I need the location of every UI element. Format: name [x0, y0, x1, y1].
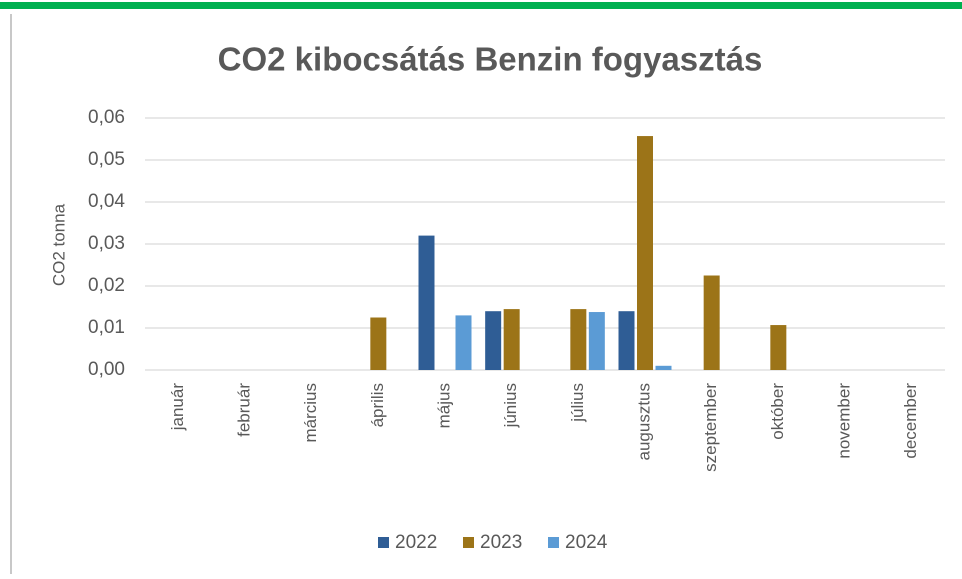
legend-swatch — [548, 537, 559, 548]
y-tick-label: 0,01 — [88, 317, 125, 338]
legend-swatch — [463, 537, 474, 548]
y-tick-label: 0,04 — [88, 191, 125, 212]
x-tick-label: augusztus — [634, 383, 653, 461]
y-tick-label: 0,05 — [88, 149, 125, 170]
x-tick-label: szeptember — [701, 383, 720, 472]
legend-swatch — [378, 537, 389, 548]
y-tick-label: 0,00 — [88, 359, 125, 380]
legend-label: 2024 — [565, 532, 608, 553]
y-tick-label: 0,03 — [88, 233, 125, 254]
x-tick-label: december — [901, 383, 920, 459]
x-tick-label: november — [834, 383, 853, 459]
x-tick-label: június — [501, 383, 520, 428]
bar — [418, 235, 435, 370]
bar — [370, 317, 387, 370]
x-tick-label: január — [168, 383, 187, 432]
y-axis-label: CO2 tonna — [49, 203, 68, 286]
x-tick-label: február — [234, 383, 253, 437]
bar — [770, 325, 787, 370]
x-tick-label: március — [301, 383, 320, 443]
bar — [570, 309, 587, 370]
x-tick-label: október — [768, 383, 787, 440]
bar — [503, 309, 520, 370]
x-tick-label: július — [568, 383, 587, 423]
bar — [703, 275, 720, 370]
chart-title: CO2 kibocsátás Benzin fogyasztás — [218, 41, 763, 78]
bar — [455, 315, 472, 370]
legend-label: 2023 — [480, 532, 522, 553]
bar — [637, 136, 653, 370]
bar — [485, 311, 502, 370]
y-tick-label: 0,02 — [88, 275, 125, 296]
y-tick-label: 0,06 — [88, 107, 125, 128]
x-tick-label: április — [368, 383, 387, 427]
legend-label: 2022 — [395, 532, 437, 553]
top-bar — [0, 2, 962, 9]
bar — [655, 365, 672, 370]
x-tick-label: május — [434, 383, 453, 428]
bar — [588, 312, 605, 370]
bar — [618, 311, 635, 370]
